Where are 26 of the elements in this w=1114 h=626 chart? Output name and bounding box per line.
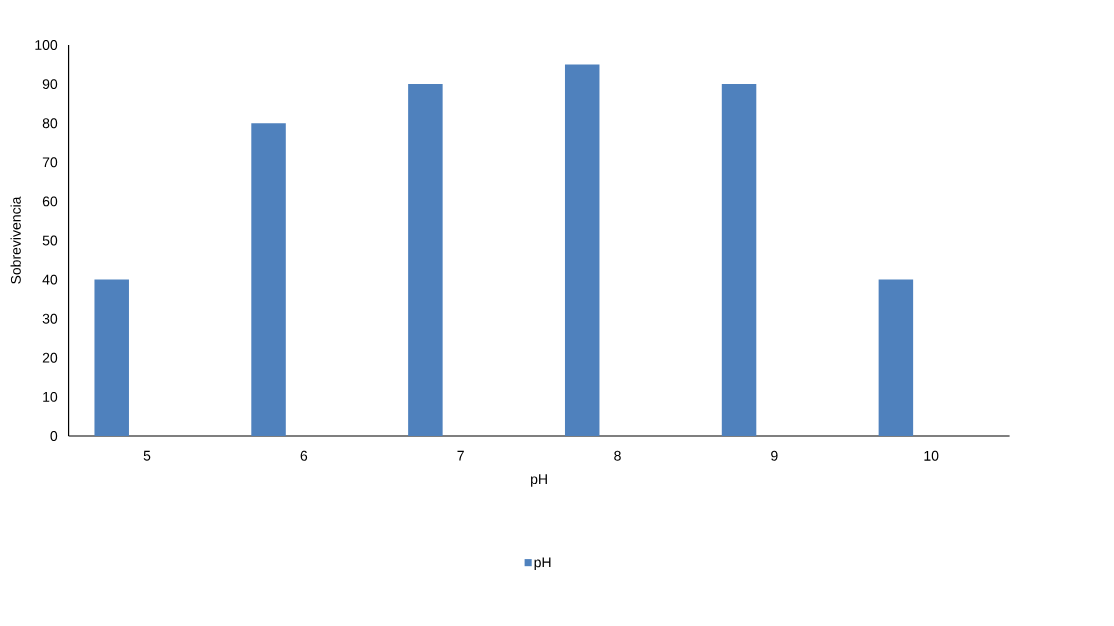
- x-tick-label: 10: [924, 450, 939, 461]
- y-tick-label: 100: [35, 40, 58, 50]
- y-tick-label: 70: [42, 157, 58, 168]
- x-tick-label: 9: [771, 450, 778, 461]
- y-axis-title: Sobrevivencia: [10, 196, 21, 284]
- x-tick-label: 7: [457, 450, 464, 461]
- y-tick-label: 50: [42, 235, 58, 246]
- bar: [94, 279, 129, 436]
- bar: [564, 64, 600, 436]
- bar: [251, 123, 286, 436]
- x-axis-title: pH: [531, 474, 547, 487]
- y-tick-label: 90: [42, 79, 58, 90]
- y-tick-label: 0: [50, 431, 58, 441]
- bar: [878, 279, 914, 436]
- y-tick-label: 40: [42, 274, 58, 285]
- bar: [721, 84, 757, 436]
- y-tick-label: 30: [42, 313, 58, 324]
- y-tick-label: 20: [42, 352, 58, 363]
- y-tick-label: 10: [43, 391, 58, 402]
- legend-label: pH: [534, 557, 551, 571]
- x-tick-label: 6: [300, 450, 308, 461]
- x-tick-label: 5: [143, 450, 151, 461]
- y-tick-label: 80: [42, 118, 58, 129]
- x-tick-label: 8: [614, 450, 621, 461]
- bar: [408, 84, 443, 436]
- y-tick-label: 60: [42, 196, 58, 207]
